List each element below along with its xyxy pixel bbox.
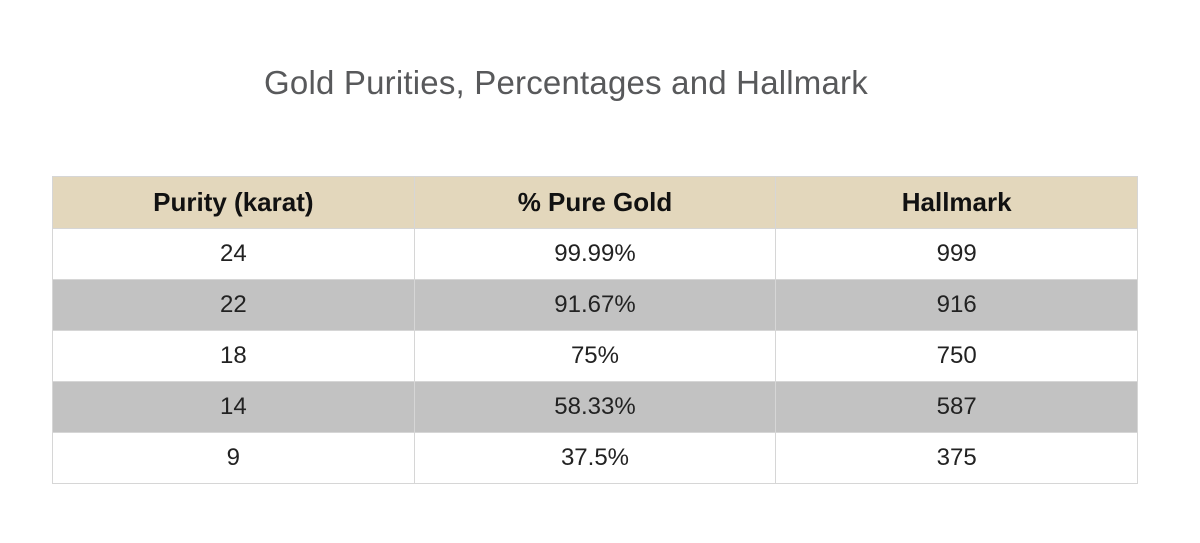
table-row: 24 99.99% 999 <box>52 228 1138 280</box>
cell-hallmark: 999 <box>775 228 1138 280</box>
cell-pure-gold: 58.33% <box>413 381 777 433</box>
cell-purity: 18 <box>52 330 415 382</box>
cell-hallmark: 750 <box>775 330 1138 382</box>
header-pure-gold: % Pure Gold <box>413 176 777 229</box>
cell-purity: 9 <box>52 432 415 484</box>
cell-purity: 24 <box>52 228 415 280</box>
cell-purity: 22 <box>52 279 415 331</box>
cell-hallmark: 375 <box>775 432 1138 484</box>
header-purity: Purity (karat) <box>52 176 415 229</box>
table-row: 22 91.67% 916 <box>52 279 1138 331</box>
page-title: Gold Purities, Percentages and Hallmark <box>264 64 868 101</box>
table-row: 18 75% 750 <box>52 330 1138 382</box>
header-hallmark: Hallmark <box>775 176 1138 229</box>
cell-pure-gold: 91.67% <box>413 279 777 331</box>
cell-pure-gold: 37.5% <box>413 432 777 484</box>
cell-hallmark: 587 <box>775 381 1138 433</box>
cell-hallmark: 916 <box>775 279 1138 331</box>
table-row: 9 37.5% 375 <box>52 432 1138 484</box>
gold-purity-table: Purity (karat) % Pure Gold Hallmark 24 9… <box>52 176 1138 484</box>
cell-pure-gold: 75% <box>413 330 777 382</box>
table-row: 14 58.33% 587 <box>52 381 1138 433</box>
table-header-row: Purity (karat) % Pure Gold Hallmark <box>52 176 1138 229</box>
cell-pure-gold: 99.99% <box>413 228 777 280</box>
cell-purity: 14 <box>52 381 415 433</box>
